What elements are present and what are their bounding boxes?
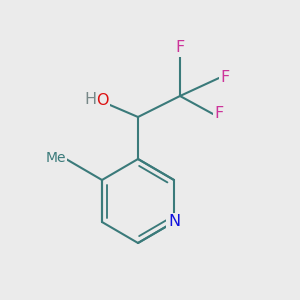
Text: Me: Me <box>46 151 66 164</box>
Text: N: N <box>168 214 180 230</box>
Text: F: F <box>214 106 224 122</box>
Text: F: F <box>220 70 230 86</box>
Text: O: O <box>97 93 109 108</box>
Text: H: H <box>84 92 96 106</box>
Text: F: F <box>176 40 184 56</box>
